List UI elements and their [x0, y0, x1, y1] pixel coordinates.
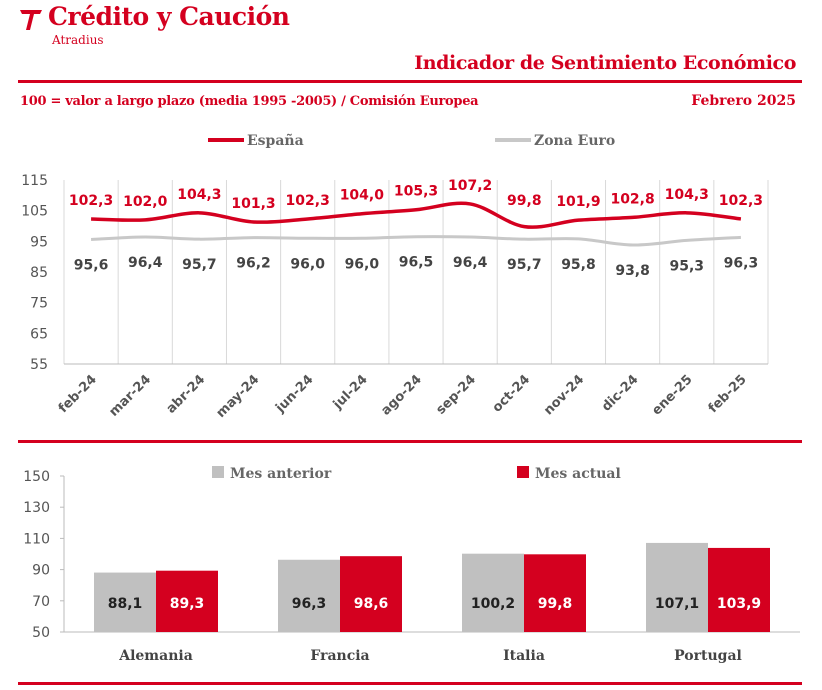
category-label: Italia — [503, 648, 545, 664]
y-tick-label: 95 — [30, 234, 48, 250]
bar-value-label: 96,3 — [292, 596, 327, 612]
bar-mes-anterior — [94, 572, 156, 632]
bar-value-label: 103,9 — [717, 596, 761, 612]
report-date: Febrero 2025 — [691, 93, 796, 109]
data-label-zona-euro: 96,2 — [236, 256, 271, 272]
bar-mes-actual — [340, 556, 402, 632]
data-label-espana: 102,3 — [286, 193, 330, 209]
bar-mes-actual — [708, 547, 770, 632]
data-label-zona-euro: 96,5 — [399, 255, 434, 271]
bar-mes-anterior — [462, 553, 524, 632]
data-label-zona-euro: 95,3 — [669, 258, 704, 274]
data-label-espana: 101,9 — [556, 194, 600, 210]
legend-label-0: España — [247, 132, 304, 149]
brand-mark-icon — [20, 10, 42, 30]
data-label-zona-euro: 95,8 — [561, 257, 596, 273]
y-tick-label-bar: 90 — [32, 563, 50, 579]
y-tick-label: 65 — [30, 326, 48, 342]
data-label-zona-euro: 96,0 — [345, 256, 380, 272]
data-label-espana: 102,0 — [123, 194, 168, 210]
bar-value-label: 99,8 — [538, 596, 573, 612]
bar-mes-actual — [524, 554, 586, 632]
data-label-espana: 105,3 — [394, 184, 438, 200]
data-label-zona-euro: 96,0 — [290, 256, 325, 272]
legend-label-bar-0: Mes anterior — [230, 466, 332, 482]
data-label-zona-euro: 95,6 — [74, 257, 109, 273]
y-tick-label-bar: 130 — [23, 500, 50, 516]
bar-value-label: 100,2 — [471, 596, 515, 612]
bottom-rule — [18, 682, 802, 685]
y-tick-label: 75 — [30, 296, 48, 312]
data-label-zona-euro: 96,4 — [453, 255, 488, 271]
y-tick-label-bar: 110 — [23, 531, 50, 547]
legend-label-bar-1: Mes actual — [535, 466, 621, 482]
data-label-espana: 104,3 — [177, 187, 221, 203]
data-label-espana: 104,0 — [340, 188, 385, 204]
bar-mes-actual — [156, 570, 218, 632]
y-tick-label-bar: 50 — [32, 625, 50, 641]
category-label: Francia — [310, 648, 369, 664]
section-rule — [18, 440, 802, 443]
data-label-espana: 101,3 — [231, 196, 275, 212]
bar-value-label: 89,3 — [170, 596, 205, 612]
bar-mes-anterior — [646, 542, 708, 632]
data-label-zona-euro: 93,8 — [615, 263, 650, 279]
page-title: Indicador de Sentimiento Económico — [414, 52, 796, 74]
data-label-zona-euro: 95,7 — [182, 257, 217, 273]
data-label-espana: 102,3 — [719, 193, 763, 209]
bar-value-label: 88,1 — [108, 596, 143, 612]
y-tick-label: 105 — [21, 204, 48, 220]
y-tick-label: 85 — [30, 265, 48, 281]
bar-value-label: 98,6 — [354, 596, 389, 612]
y-tick-label-bar: 150 — [23, 469, 50, 485]
series-line-zona-euro — [91, 235, 742, 247]
y-tick-label: 55 — [30, 357, 48, 373]
legend-swatch-bar-0 — [212, 466, 224, 478]
data-label-zona-euro: 96,4 — [128, 255, 163, 271]
data-label-espana: 99,8 — [507, 193, 542, 209]
legend-label-1: Zona Euro — [534, 133, 615, 149]
bar-mes-anterior — [278, 559, 340, 632]
y-tick-label-bar: 70 — [32, 594, 50, 610]
page-subtitle: 100 = valor a largo plazo (media 1995 -2… — [20, 94, 479, 109]
legend-swatch-bar-1 — [517, 466, 529, 478]
brand-sub: Atradius — [52, 33, 104, 47]
data-label-espana: 102,3 — [69, 193, 113, 209]
category-label: Portugal — [674, 648, 742, 664]
data-label-espana: 104,3 — [665, 187, 709, 203]
data-label-zona-euro: 95,7 — [507, 257, 542, 273]
data-label-espana: 102,8 — [610, 191, 654, 207]
data-label-zona-euro: 96,3 — [724, 255, 759, 271]
category-label: Alemania — [118, 648, 193, 664]
series-line-espana — [91, 201, 742, 229]
data-label-espana: 107,2 — [448, 178, 492, 194]
title-rule — [18, 80, 802, 83]
bar-value-label: 107,1 — [655, 596, 699, 612]
brand-name: Crédito y Caución — [48, 2, 290, 31]
y-tick-label: 115 — [21, 173, 48, 189]
